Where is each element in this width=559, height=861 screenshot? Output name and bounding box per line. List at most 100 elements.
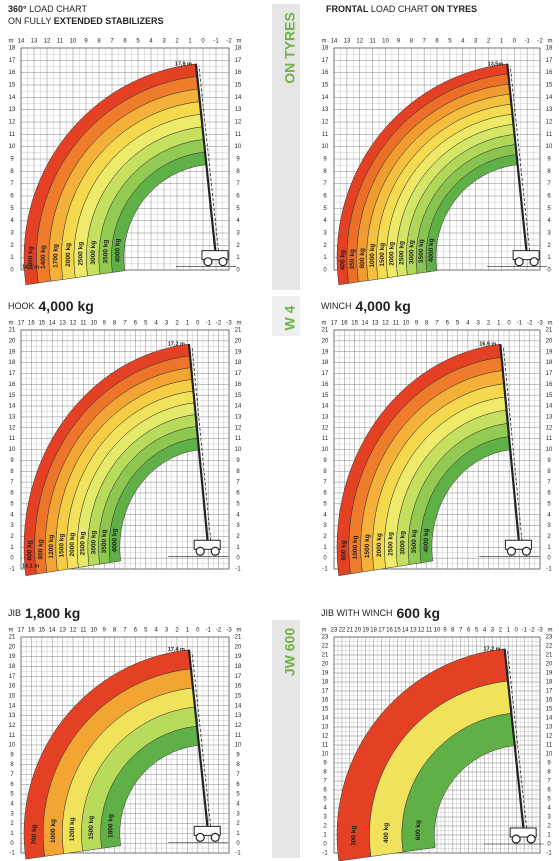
caption: WINCH 4,000 kg <box>321 298 411 314</box>
load-label: 1400 kg <box>40 245 47 269</box>
y-tick-label: 11 <box>546 132 553 138</box>
x-tick-label: m <box>9 321 14 327</box>
y-tick-label: 15 <box>546 707 553 713</box>
y-tick-label: 6 <box>547 788 551 794</box>
load-label: 3000 kg <box>408 240 415 264</box>
y-tick-label: 7 <box>323 181 327 187</box>
y-tick-label: 23 <box>546 635 553 641</box>
y-tick-label: 12 <box>546 425 553 431</box>
y-tick-label: 11 <box>9 436 16 442</box>
y-tick-label: 14 <box>322 95 329 101</box>
x-tick-label: 15 <box>38 628 45 634</box>
y-tick-label: 4 <box>10 512 14 518</box>
x-tick-label: 1 <box>188 39 192 45</box>
x-tick-label: 22 <box>339 628 346 634</box>
boom <box>499 344 521 548</box>
y-tick-label: 16 <box>9 70 16 76</box>
x-tick-label: 5 <box>475 628 479 634</box>
y-tick-label: 6 <box>10 194 14 200</box>
x-tick-label: 21 <box>347 628 354 634</box>
y-tick-label: 4 <box>547 512 551 518</box>
y-tick-label: 18 <box>235 664 242 670</box>
y-tick-label: 15 <box>235 393 242 399</box>
y-tick-label: 4 <box>547 218 551 224</box>
boom <box>194 63 218 258</box>
machine <box>201 250 229 261</box>
y-tick-label: 9 <box>236 157 240 163</box>
x-tick-label: 0 <box>513 39 517 45</box>
boom <box>191 346 212 546</box>
load-label: 300 kg <box>351 826 358 846</box>
y-tick-label: 20 <box>546 338 553 344</box>
x-tick-label: 14 <box>402 628 409 634</box>
note: 17,2 m <box>483 646 500 652</box>
load-label: 1500 kg <box>88 816 95 840</box>
x-tick-label: 0 <box>507 321 511 327</box>
y-tick-label: 18 <box>235 360 242 366</box>
load-label: 1500 kg <box>364 534 371 558</box>
y-tick-label: 18 <box>322 46 329 52</box>
side-band <box>272 4 300 290</box>
side-band <box>272 296 300 336</box>
y-tick-label: 5 <box>10 792 14 798</box>
x-tick-label: -1 <box>206 628 212 634</box>
x-tick-label: 1 <box>186 321 190 327</box>
x-tick-label: 12 <box>418 628 425 634</box>
y-tick-label: 0 <box>10 841 14 847</box>
y-tick-label: 0 <box>323 268 327 274</box>
x-tick-label: 19 <box>362 628 369 634</box>
y-tick-label: 17 <box>235 371 242 377</box>
caption-value: 1,800 kg <box>25 605 80 621</box>
y-tick-label: 4 <box>323 218 327 224</box>
y-tick-label: 17 <box>9 371 16 377</box>
x-tick-label: 1 <box>186 628 190 634</box>
caption-label: HOOK <box>8 301 35 311</box>
y-tick-label: 6 <box>323 491 327 497</box>
boom <box>502 346 523 546</box>
x-tick-label: 7 <box>459 628 463 634</box>
caption: JIB 1,800 kg <box>8 605 80 621</box>
y-tick-label: 8 <box>323 169 327 175</box>
x-tick-label: 8 <box>410 39 414 45</box>
y-tick-label: -1 <box>546 851 552 857</box>
y-tick-label: 10 <box>546 144 553 150</box>
y-tick-label: 22 <box>546 644 553 650</box>
x-tick-label: 9 <box>84 39 88 45</box>
y-tick-label: 9 <box>547 761 551 767</box>
y-tick-label: 3 <box>10 811 14 817</box>
y-tick-label: 12 <box>9 723 16 729</box>
x-tick-label: 2 <box>175 321 179 327</box>
x-tick-label: 14 <box>331 39 338 45</box>
y-tick-label: -1 <box>322 567 328 573</box>
x-tick-label: m <box>322 39 327 45</box>
load-label: 1500 kg <box>379 243 386 267</box>
x-tick-label: 7 <box>435 321 439 327</box>
y-tick-label: 20 <box>235 338 242 344</box>
y-tick-label: 20 <box>235 644 242 650</box>
y-tick-label: 9 <box>547 458 551 464</box>
y-tick-label: 7 <box>10 181 14 187</box>
x-tick-label: 13 <box>410 628 417 634</box>
wheel <box>195 832 205 842</box>
y-tick-label: 16 <box>322 382 329 388</box>
x-tick-label: 12 <box>356 39 363 45</box>
y-tick-label: 17 <box>235 58 242 64</box>
x-tick-label: 17 <box>331 321 338 327</box>
y-tick-label: 4 <box>10 218 14 224</box>
x-tick-label: 5 <box>448 39 452 45</box>
load-label: 3000 kg <box>90 531 97 555</box>
note: 16,9 m <box>479 342 496 348</box>
x-tick-label: 17 <box>18 628 25 634</box>
x-tick-label: 8 <box>113 628 117 634</box>
y-tick-label: 9 <box>10 157 14 163</box>
y-tick-label: 19 <box>235 349 242 355</box>
y-tick-label: 3 <box>323 815 327 821</box>
x-tick-label: 0 <box>515 628 519 634</box>
y-tick-label: 0 <box>236 841 240 847</box>
x-tick-label: 0 <box>201 39 205 45</box>
x-tick-label: 8 <box>97 39 101 45</box>
x-tick-label: 5 <box>136 39 140 45</box>
load-label: 3500 kg <box>102 240 109 264</box>
y-tick-label: 2 <box>10 243 14 249</box>
y-tick-label: 3 <box>323 231 327 237</box>
